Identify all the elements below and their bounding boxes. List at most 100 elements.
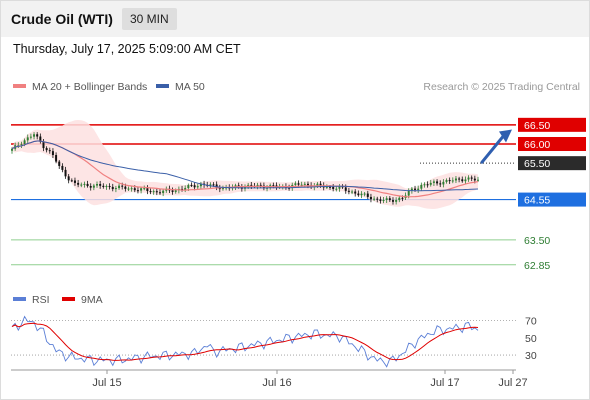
candle-body: [436, 181, 439, 184]
x-tick-label-2: Jul 16: [262, 377, 291, 389]
candle: [96, 181, 99, 188]
candle: [149, 188, 152, 195]
candle: [196, 183, 199, 190]
candle: [130, 185, 133, 192]
candle-body: [174, 190, 177, 192]
candle: [395, 197, 398, 205]
support-label-1: 63.50: [524, 235, 550, 247]
candle-body: [316, 183, 319, 186]
candle: [55, 152, 58, 164]
candle-body: [401, 197, 404, 199]
candle-body: [272, 185, 275, 187]
candle: [102, 183, 105, 189]
current-price-label-bg: [518, 156, 586, 171]
candle: [467, 175, 470, 182]
candle-body: [297, 183, 300, 185]
candle-body: [102, 185, 105, 187]
candle-body: [64, 169, 67, 177]
candle: [417, 185, 420, 194]
candle-body: [448, 180, 451, 182]
projection-arrow: [480, 129, 512, 164]
candle-body: [325, 186, 328, 188]
candle-body: [458, 178, 461, 180]
x-tick-label-1: Jul 15: [92, 377, 121, 389]
candle: [445, 178, 448, 184]
candle-body: [250, 184, 253, 186]
resistance-label-1-bg: [518, 117, 586, 132]
x-axis: Jul 15 Jul 16 Jul 17 Jul 27: [92, 370, 528, 389]
ma50-legend-swatch: [156, 84, 169, 88]
candle-body: [96, 184, 99, 186]
candle: [67, 173, 70, 184]
candle-body: [319, 183, 322, 186]
candle: [83, 181, 86, 188]
candle: [64, 166, 67, 179]
candle: [432, 179, 435, 186]
candle-body: [335, 188, 338, 190]
candle-body: [354, 191, 357, 194]
candle: [20, 141, 23, 149]
candle: [140, 186, 143, 194]
rsi-ma9-line: [11, 322, 479, 361]
candle: [184, 185, 187, 193]
candle: [423, 182, 426, 188]
x-tick-label-4: Jul 27: [498, 377, 527, 389]
rsi-legend-swatch: [13, 297, 26, 301]
candle-body: [259, 184, 262, 186]
candle: [58, 159, 61, 169]
candle-body: [234, 185, 237, 187]
candle-body: [329, 186, 332, 188]
candle-body: [212, 184, 215, 186]
candle-body: [124, 186, 127, 189]
candle-body: [143, 188, 146, 190]
candle: [33, 132, 36, 140]
candle-body: [39, 136, 42, 142]
candle-body: [33, 134, 36, 137]
candle-body: [171, 190, 174, 192]
candle-body: [108, 186, 111, 188]
candle: [373, 196, 376, 202]
candle-body: [347, 190, 350, 192]
candle-body: [363, 193, 366, 195]
candle: [360, 191, 363, 199]
candle-body: [190, 185, 193, 187]
candle-body: [23, 140, 26, 145]
candle-body: [149, 191, 152, 193]
rsi-legend-label: RSI: [32, 294, 50, 306]
candle-body: [133, 188, 136, 191]
candle-body: [136, 190, 139, 192]
candle: [190, 182, 193, 187]
candle: [332, 184, 335, 192]
candle-body: [83, 183, 86, 185]
candle-body: [114, 188, 117, 190]
candle-body: [388, 198, 391, 201]
candle: [448, 177, 451, 184]
candle-body: [89, 186, 92, 188]
projection-arrow-shaft: [480, 135, 505, 164]
candle-body: [146, 188, 149, 192]
candle-body: [395, 200, 398, 202]
current-price-label: 65.50: [524, 158, 550, 170]
timeframe-badge[interactable]: 30 MIN: [122, 8, 177, 30]
candle-body: [414, 188, 417, 190]
candle-body: [20, 144, 23, 146]
candle-body: [187, 185, 190, 189]
candle: [391, 197, 394, 205]
ma20-legend-swatch: [13, 84, 26, 88]
candle-body: [366, 193, 369, 197]
candle-body: [417, 188, 420, 190]
candle: [398, 196, 401, 203]
candle: [80, 182, 83, 188]
candle: [385, 196, 388, 204]
candle-body: [221, 187, 224, 190]
candle: [61, 163, 64, 173]
candle: [436, 179, 439, 186]
candle-body: [306, 183, 309, 186]
candle: [426, 181, 429, 188]
candle: [171, 187, 174, 195]
candle-body: [99, 184, 102, 186]
candle-body: [382, 199, 385, 201]
candle-body: [429, 182, 432, 185]
candle-body: [158, 192, 161, 194]
